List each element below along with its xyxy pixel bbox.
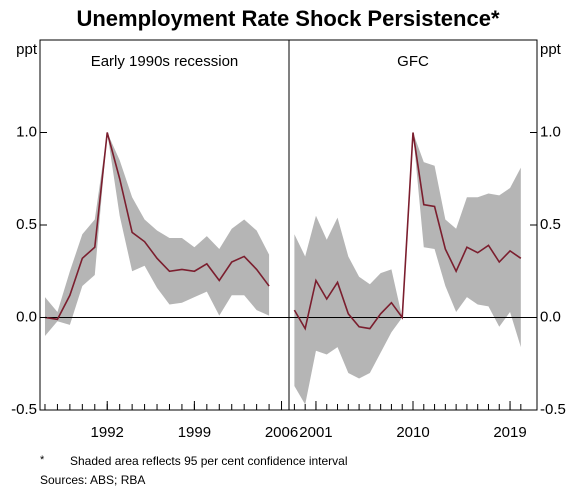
y-tick-label: -0.5 (11, 401, 37, 418)
panel-frame (288, 39, 538, 411)
y-unit: ppt (16, 41, 38, 58)
footnote-marker: * (40, 454, 45, 466)
y-tick-label: 0.0 (540, 308, 561, 325)
chart-title: Unemployment Rate Shock Persistence* (76, 6, 499, 31)
x-tick-label: 2010 (396, 424, 429, 441)
confidence-band (294, 132, 521, 405)
y-unit: ppt (540, 41, 562, 58)
x-tick-label: 2019 (493, 424, 526, 441)
panel-title: GFC (397, 53, 429, 70)
y-tick-label: 0.0 (16, 308, 37, 325)
x-tick-label: 1992 (91, 424, 124, 441)
series-line (44, 132, 270, 321)
y-tick-label: 1.0 (16, 123, 37, 140)
y-tick-label: 1.0 (540, 123, 561, 140)
y-tick-label: 0.5 (16, 216, 37, 233)
confidence-band (44, 132, 270, 336)
x-tick-label: 1999 (178, 424, 211, 441)
series-line (293, 132, 522, 331)
sources: Sources: ABS; RBA (40, 473, 145, 486)
y-tick-label: -0.5 (540, 401, 566, 418)
x-tick-label: 2006 (265, 424, 298, 441)
panel-frame (39, 39, 290, 411)
y-tick-label: 0.5 (540, 216, 561, 233)
footnote: Shaded area reflects 95 per cent confide… (70, 454, 348, 468)
x-tick-label: 2001 (299, 424, 332, 441)
panel-title: Early 1990s recession (91, 53, 239, 70)
